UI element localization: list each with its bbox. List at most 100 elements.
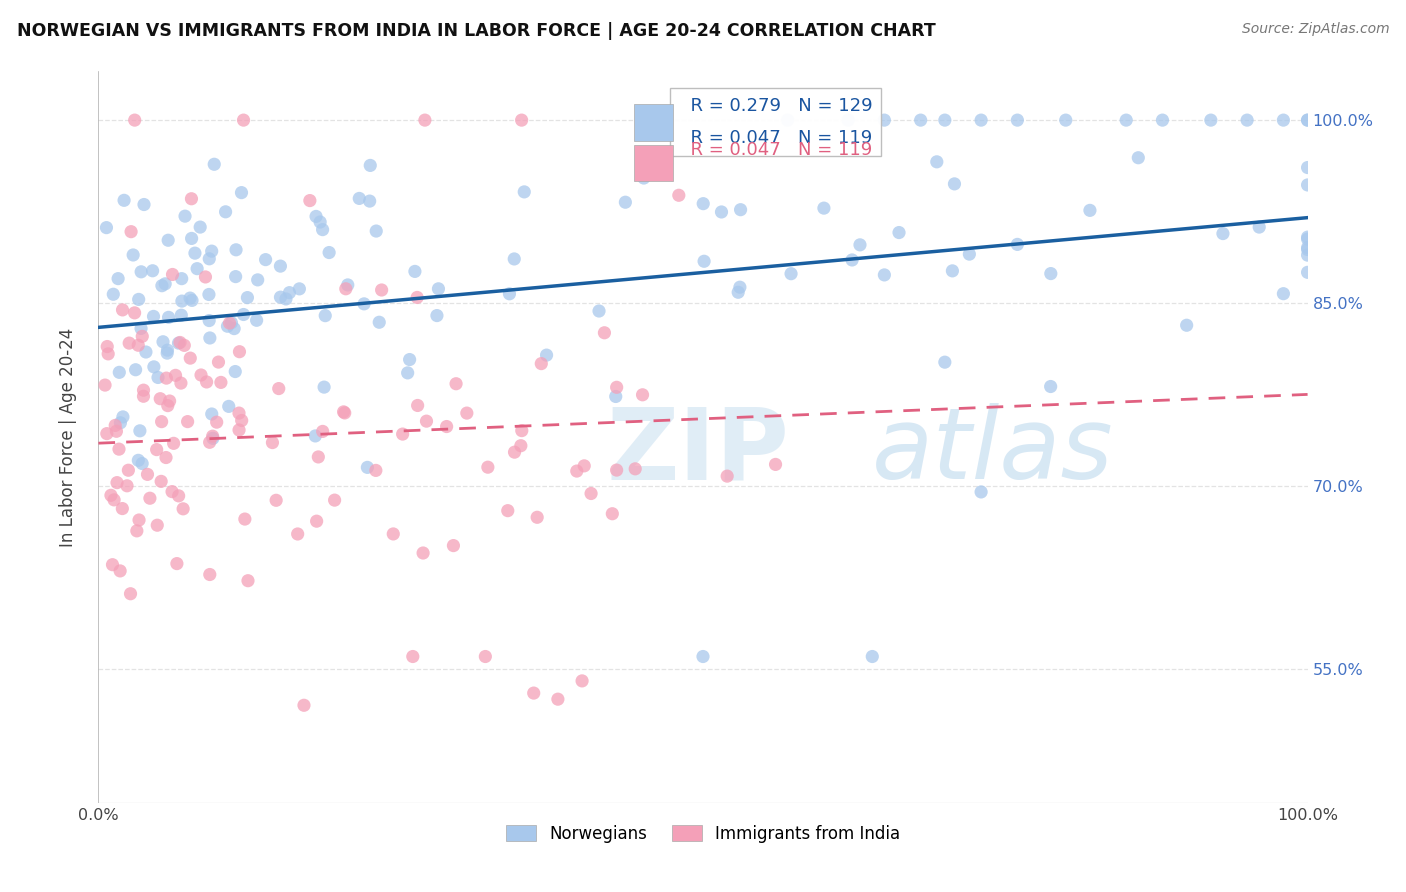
Point [503,445,526,459]
Point [201,429,224,443]
Point [264,493,287,508]
Point [132,383,155,397]
Point [217,319,239,334]
Text: Source: ZipAtlas.com: Source: ZipAtlas.com [1241,22,1389,37]
Point [633,171,655,186]
Point [1054,113,1077,128]
Point [180,231,202,245]
Point [311,222,333,236]
Point [925,154,948,169]
Point [318,245,340,260]
Point [624,462,647,476]
Point [132,389,155,403]
Point [873,268,896,282]
Point [606,380,628,394]
Point [402,649,425,664]
Point [170,376,193,390]
Point [165,368,187,383]
Point [396,366,419,380]
Point [218,400,240,414]
Point [146,370,169,384]
Point [153,277,176,291]
Point [1296,230,1319,244]
Point [406,290,429,304]
Point [668,188,690,202]
Point [108,365,131,379]
Text: NORWEGIAN VS IMMIGRANTS FROM INDIA IN LABOR FORCE | AGE 20-24 CORRELATION CHART: NORWEGIAN VS IMMIGRANTS FROM INDIA IN LA… [17,22,935,40]
Point [323,493,346,508]
Point [404,264,426,278]
Point [231,413,253,427]
Point [716,469,738,483]
Point [231,186,253,200]
Point [359,158,381,172]
Point [186,261,208,276]
Point [122,248,145,262]
Point [198,252,221,266]
Point [103,492,125,507]
Point [155,371,177,385]
Point [96,426,118,441]
Point [232,113,254,128]
Point [307,450,329,464]
Point [207,355,229,369]
Point [571,673,593,688]
Point [97,347,120,361]
Point [181,293,204,308]
FancyBboxPatch shape [634,104,672,141]
Point [1296,178,1319,192]
Point [195,375,218,389]
Point [311,425,333,439]
Point [131,329,153,343]
Point [198,313,221,327]
Point [415,414,437,428]
Point [132,197,155,211]
Point [298,194,321,208]
Point [309,215,332,229]
Point [510,113,533,128]
Point [150,475,173,489]
Point [228,406,250,420]
Point [269,290,291,304]
Point [170,271,193,285]
Point [146,518,169,533]
Point [364,463,387,477]
Point [1199,113,1222,128]
Point [155,450,177,465]
Point [111,302,134,317]
Point [970,485,993,500]
Point [631,388,654,402]
Point [957,247,980,261]
Point [305,514,328,528]
Point [172,501,194,516]
Point [314,309,336,323]
Point [605,389,627,403]
Point [221,316,243,330]
Point [152,334,174,349]
Point [156,346,179,360]
Point [129,321,152,335]
Point [304,429,326,443]
Point [934,113,956,128]
Legend: Norwegians, Immigrants from India: Norwegians, Immigrants from India [499,818,907,849]
Text: R = 0.279   N = 129
  R = 0.047   N = 119: R = 0.279 N = 129 R = 0.047 N = 119 [679,97,873,147]
Point [336,277,359,292]
Point [127,338,149,352]
Point [1296,243,1319,257]
Point [910,113,932,128]
Point [813,201,835,215]
Point [267,382,290,396]
Point [142,359,165,374]
Point [167,336,190,351]
Point [780,267,803,281]
Point [127,453,149,467]
Point [176,415,198,429]
Point [593,326,616,340]
Point [198,331,221,345]
Point [1272,286,1295,301]
Point [606,463,628,477]
Point [112,194,135,208]
Point [1296,265,1319,279]
Point [292,698,315,713]
Point [124,306,146,320]
